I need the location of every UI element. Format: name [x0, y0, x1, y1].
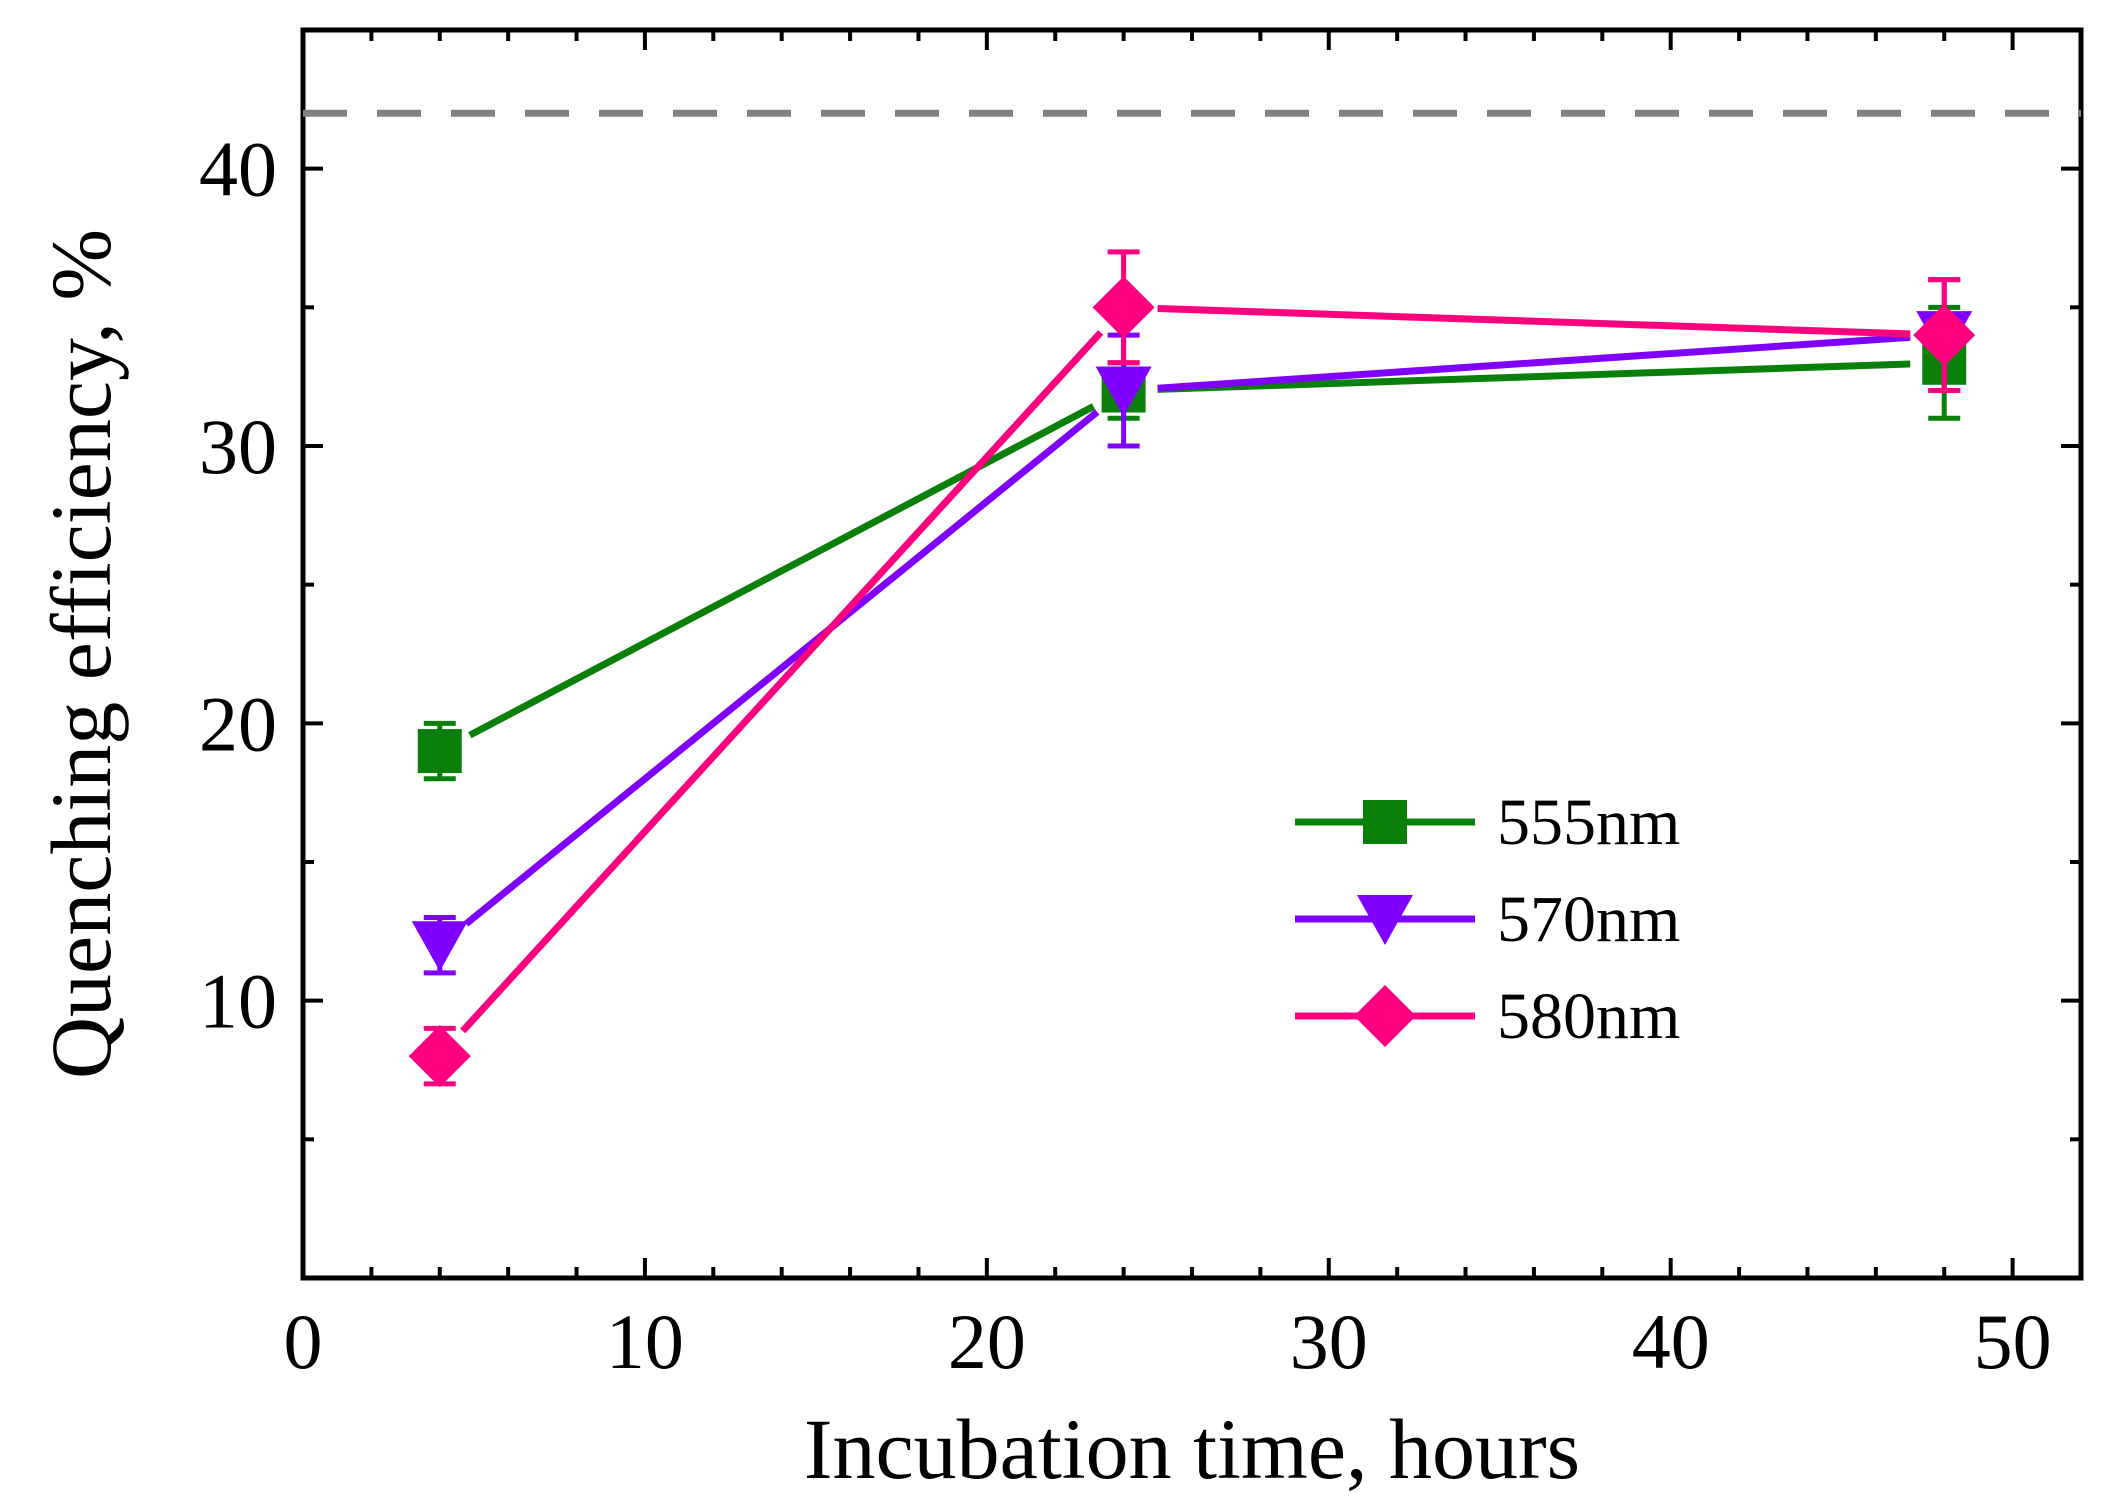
series-layer: [408, 249, 1976, 1088]
x-tick-label: 10: [606, 1298, 684, 1385]
series-line-segment: [1157, 304, 1911, 338]
series-580nm: [408, 249, 1976, 1088]
plot-frame: [300, 27, 2084, 1281]
data-point: [408, 1025, 471, 1088]
series-555nm: [417, 304, 1967, 782]
ticks-layer: 0 10 20 30 40 50 10 20 30 40: [199, 30, 2083, 1385]
legend-marker: [1363, 800, 1407, 844]
y-tick-label: 30: [199, 403, 277, 490]
legend-label: 555nm: [1497, 786, 1680, 859]
y-axis-title: Quenching efficiency, %: [33, 229, 129, 1079]
series-570nm: [411, 277, 1973, 976]
y-tick-label: 40: [199, 126, 277, 213]
y-tick-label: 20: [199, 680, 277, 767]
x-tick-label: 0: [284, 1298, 323, 1385]
data-point: [1092, 276, 1155, 339]
x-tick-label: 40: [1632, 1298, 1710, 1385]
data-point: [411, 921, 468, 972]
legend: 555nm 570nm 580nm: [1295, 786, 1680, 1053]
data-point: [1913, 304, 1976, 367]
series-line-segment: [460, 330, 1104, 1034]
x-tick-label: 30: [1290, 1298, 1368, 1385]
x-tick-label: 20: [948, 1298, 1026, 1385]
series-line-segment: [468, 403, 1096, 739]
y-tick-label: 10: [199, 958, 277, 1045]
data-point: [1095, 366, 1152, 417]
series-line-segment: [1157, 333, 1911, 392]
series-line-segment: [1157, 360, 1911, 393]
legend-item-555nm: 555nm: [1295, 786, 1680, 859]
legend-item-580nm: 580nm: [1295, 980, 1680, 1053]
legend-label: 580nm: [1497, 980, 1680, 1053]
legend-marker: [1354, 985, 1416, 1047]
legend-item-570nm: 570nm: [1295, 883, 1680, 956]
legend-label: 570nm: [1497, 883, 1680, 956]
x-tick-label: 50: [1974, 1298, 2052, 1385]
series-line-segment: [463, 409, 1100, 927]
data-point: [417, 729, 462, 774]
legend-marker: [1357, 895, 1413, 945]
x-axis-title: Incubation time, hours: [804, 1401, 1580, 1497]
